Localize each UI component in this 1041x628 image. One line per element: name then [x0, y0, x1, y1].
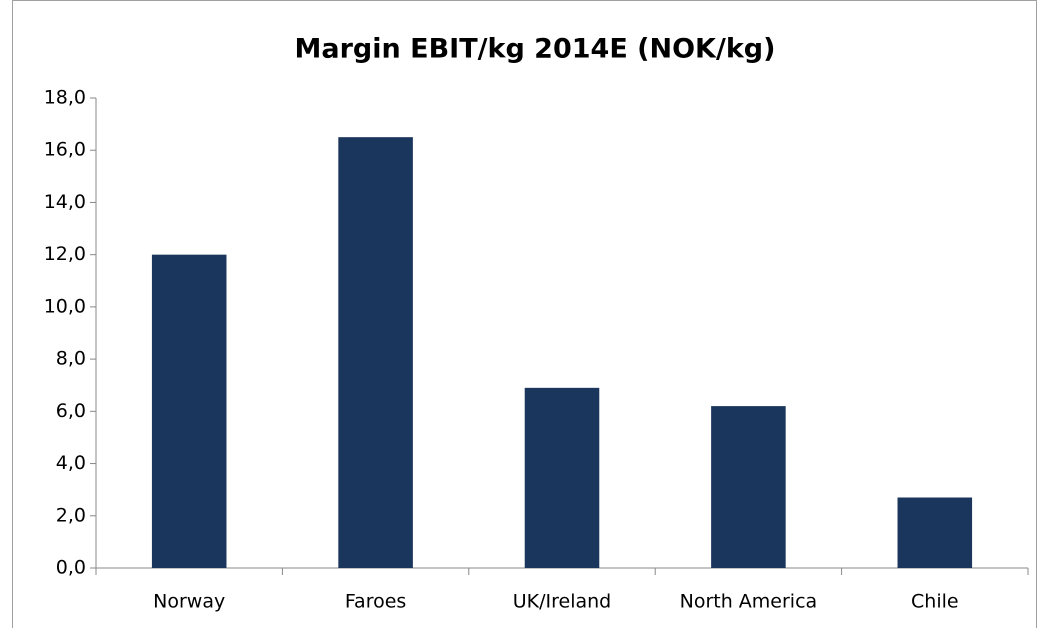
x-tick-label: Chile — [911, 591, 959, 613]
x-tick-label: Norway — [153, 591, 225, 613]
bar — [524, 387, 600, 568]
bar — [338, 137, 413, 568]
y-tick-label: 18,0 — [44, 87, 86, 109]
y-tick-label: 0,0 — [56, 557, 86, 579]
bar — [151, 254, 227, 568]
y-tick-label: 2,0 — [56, 504, 86, 526]
x-tick-label: North America — [680, 591, 818, 613]
y-tick-label: 12,0 — [44, 243, 86, 265]
y-tick-label: 8,0 — [56, 348, 86, 370]
chart-title: Margin EBIT/kg 2014E (NOK/kg) — [295, 34, 776, 65]
x-tick-label: UK/Ireland — [513, 591, 611, 613]
y-tick-label: 14,0 — [44, 191, 86, 213]
y-tick-label: 10,0 — [44, 295, 86, 317]
y-tick-label: 16,0 — [44, 139, 86, 161]
bar — [897, 497, 973, 568]
x-tick-label: Faroes — [345, 591, 406, 613]
bar — [711, 406, 786, 568]
y-tick-label: 4,0 — [56, 452, 86, 474]
y-tick-label: 6,0 — [56, 400, 86, 422]
